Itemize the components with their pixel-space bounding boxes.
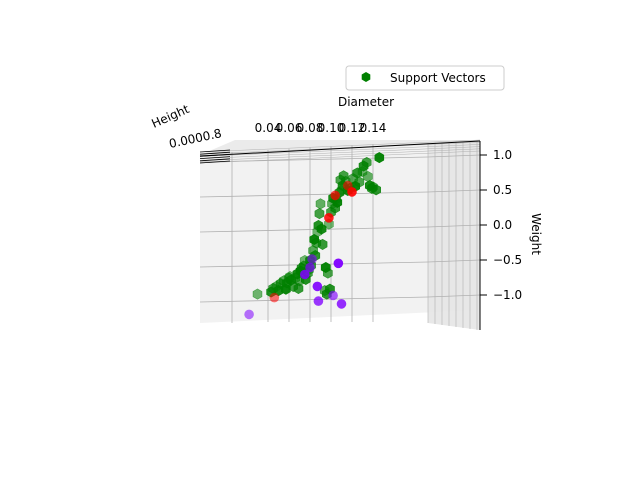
z-grid-line: [427, 259, 481, 263]
y-grid-line: [199, 144, 481, 157]
class-purple-point: [333, 258, 344, 269]
class-purple-point: [328, 290, 338, 301]
z-tick-label: 0.5: [493, 183, 512, 197]
class-purple-point: [307, 254, 317, 264]
support-vector-point: [374, 152, 385, 164]
y-tick-labels: 0.0000.8: [168, 126, 223, 151]
chart-panes: [200, 140, 480, 330]
x-tick-label: 0.04: [255, 121, 282, 135]
support-vector-point: [252, 288, 263, 300]
z-axis-label: Weight: [529, 213, 543, 255]
x-tick-label: 0.06: [276, 121, 303, 135]
legend: Support Vectors: [345, 65, 505, 91]
support-vector-point: [314, 208, 325, 220]
y-tick-mark: [199, 160, 231, 164]
y-tick-mark: [199, 156, 231, 159]
legend-entry-support-vectors: Support Vectors: [390, 71, 486, 85]
y-grid-line: [199, 146, 481, 159]
support-vector-point: [371, 184, 382, 196]
legend-marker: [361, 72, 371, 82]
support-vector-point: [322, 267, 333, 279]
y-axis-label: Height: [149, 102, 191, 131]
chart-axes: 0.040.060.080.100.120.14 1.0 0.5 0.0 −0.5 −1.…: [199, 121, 522, 330]
class-purple-point: [313, 296, 324, 306]
support-vector-point: [362, 170, 373, 183]
support-vector-point: [361, 156, 372, 169]
z-tick-label: −1.0: [493, 288, 522, 302]
support-vector-point: [293, 282, 304, 295]
y-grid-line: [199, 139, 481, 153]
chart-points: [244, 152, 385, 320]
class-purple-point: [336, 299, 347, 309]
y-tick-mark: [199, 151, 231, 155]
class-purple-point: [244, 309, 254, 320]
right-pane: [428, 140, 480, 330]
class-purple-point: [299, 269, 310, 280]
chart-grid: [199, 139, 481, 330]
support-vector-point: [315, 198, 326, 210]
x-axis-line: [199, 140, 481, 157]
support-vector-point: [354, 176, 365, 188]
class-red-point: [269, 292, 280, 303]
class-red-point: [330, 190, 341, 201]
class-red-point: [347, 187, 357, 197]
z-grid-line: [427, 224, 481, 228]
back-pane: [200, 142, 480, 323]
z-tick-label: 1.0: [493, 148, 512, 162]
support-vector-point: [317, 238, 328, 250]
x-tick-label: 0.14: [360, 121, 387, 135]
z-grid-line: [427, 294, 481, 298]
z-tick-label: 0.0: [493, 218, 512, 232]
z-grid-line: [427, 189, 481, 193]
x-axis-label: Diameter: [338, 95, 394, 109]
y-tick-mark: [199, 149, 231, 153]
class-red-point: [324, 213, 334, 223]
class-purple-point: [312, 281, 323, 292]
legend-frame: [345, 65, 505, 91]
y-grid-line: [199, 150, 481, 164]
class-purple-point: [305, 262, 315, 273]
z-tick-label: −0.5: [493, 253, 522, 267]
z-grid-line: [427, 154, 481, 158]
x-tick-label: 0.08: [297, 121, 324, 135]
x-tick-label: 0.10: [318, 121, 345, 135]
y-tick-mark: [199, 158, 231, 162]
x-tick-label: 0.12: [339, 121, 366, 135]
y-grid-line: [199, 148, 481, 162]
z-grid-line: [199, 191, 429, 198]
